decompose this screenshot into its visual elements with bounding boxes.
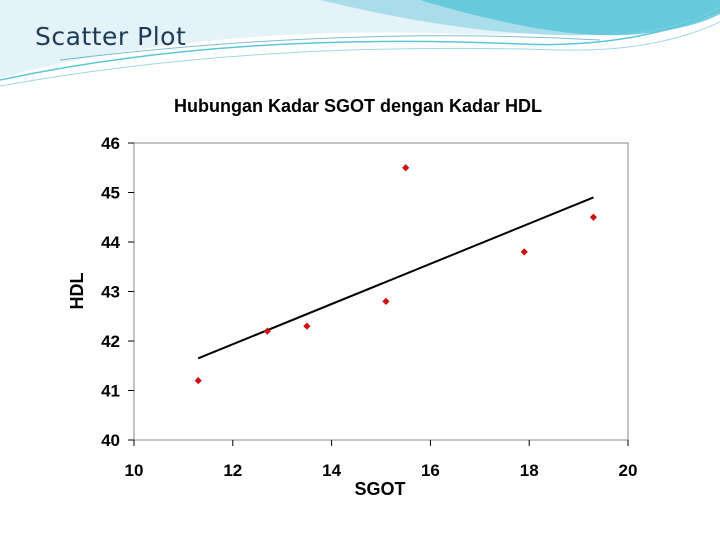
y-tick-label: 45 (101, 184, 120, 203)
x-axis-ticks: 10 12 14 16 18 20 (125, 440, 638, 480)
data-point (194, 377, 202, 385)
header-wave-decoration (0, 0, 720, 87)
y-tick-label: 43 (101, 283, 120, 302)
y-axis-ticks: 40 41 42 43 44 45 46 (101, 134, 134, 450)
x-tick-label: 20 (619, 461, 638, 480)
data-point (303, 322, 311, 330)
y-tick-label: 41 (101, 382, 120, 401)
y-tick-label: 46 (101, 134, 120, 153)
wave-line-1 (0, 9, 720, 81)
wave-line-2 (0, 21, 720, 87)
data-point (382, 297, 390, 305)
wave-band-accent (420, 0, 720, 36)
x-tick-label: 16 (421, 461, 440, 480)
x-tick-label: 14 (322, 461, 341, 480)
data-point (520, 248, 528, 256)
wave-line-3 (59, 35, 601, 61)
chart-title: Hubungan Kadar SGOT dengan Kadar HDL (174, 96, 542, 116)
x-tick-label: 12 (223, 461, 242, 480)
trendline-group (197, 196, 594, 360)
y-axis-label: HDL (67, 273, 87, 310)
x-tick-label: 10 (125, 461, 144, 480)
y-tick-label: 44 (101, 233, 120, 252)
y-tick-label: 42 (101, 332, 120, 351)
trendline (197, 196, 594, 360)
data-point (263, 327, 271, 335)
data-point (402, 164, 410, 172)
x-tick-label: 18 (520, 461, 539, 480)
data-point (589, 213, 598, 221)
x-axis-label: SGOT (354, 479, 405, 499)
plot-area (133, 142, 629, 441)
data-points (194, 164, 598, 385)
y-tick-label: 40 (101, 431, 120, 450)
slide-title: Scatter Plot (35, 22, 187, 51)
